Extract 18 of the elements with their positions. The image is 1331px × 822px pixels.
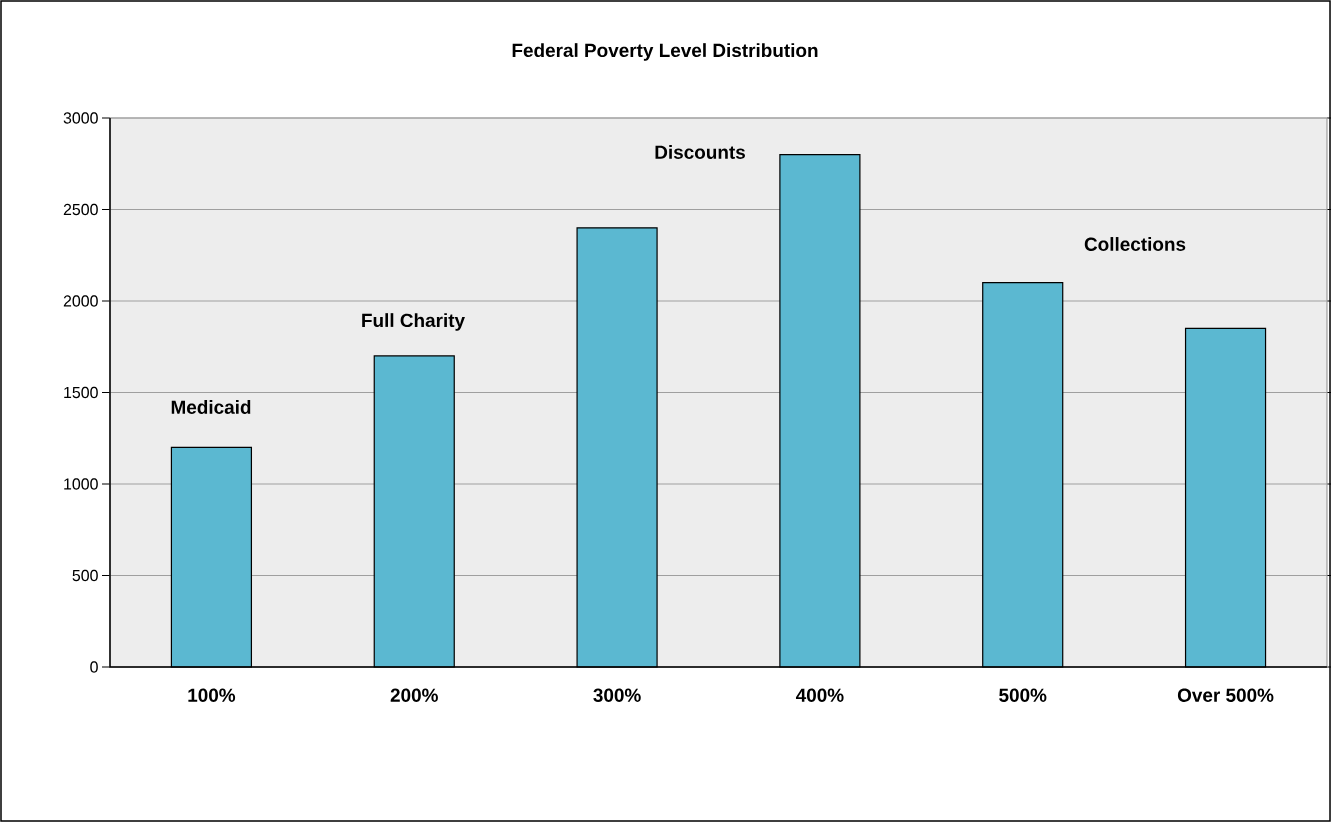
x-tick-label: 300% [593,688,641,702]
y-tick-label: 1000 [64,478,98,490]
annotation: Discounts [655,145,745,159]
x-tick-label: 500% [999,688,1047,702]
annotation: Collections [1084,237,1186,251]
x-tick-label: 100% [188,688,236,702]
x-tick-label: 400% [795,688,844,702]
y-tick-label: 3000 [63,112,98,124]
x-tick-label: 200% [390,688,438,702]
annotation: Medicaid [171,400,251,414]
y-tick-label: 1500 [64,386,98,399]
y-tick-label: 2000 [63,295,98,307]
y-tick-label: 500 [72,569,98,582]
y-tick-label: 2500 [63,203,98,216]
chart-title: Federal Poverty Level Distribution [512,43,818,61]
x-tick-label: Over 500% [1177,688,1274,702]
y-tick-label: 0 [90,661,98,673]
annotation: Full Charity [362,313,465,331]
